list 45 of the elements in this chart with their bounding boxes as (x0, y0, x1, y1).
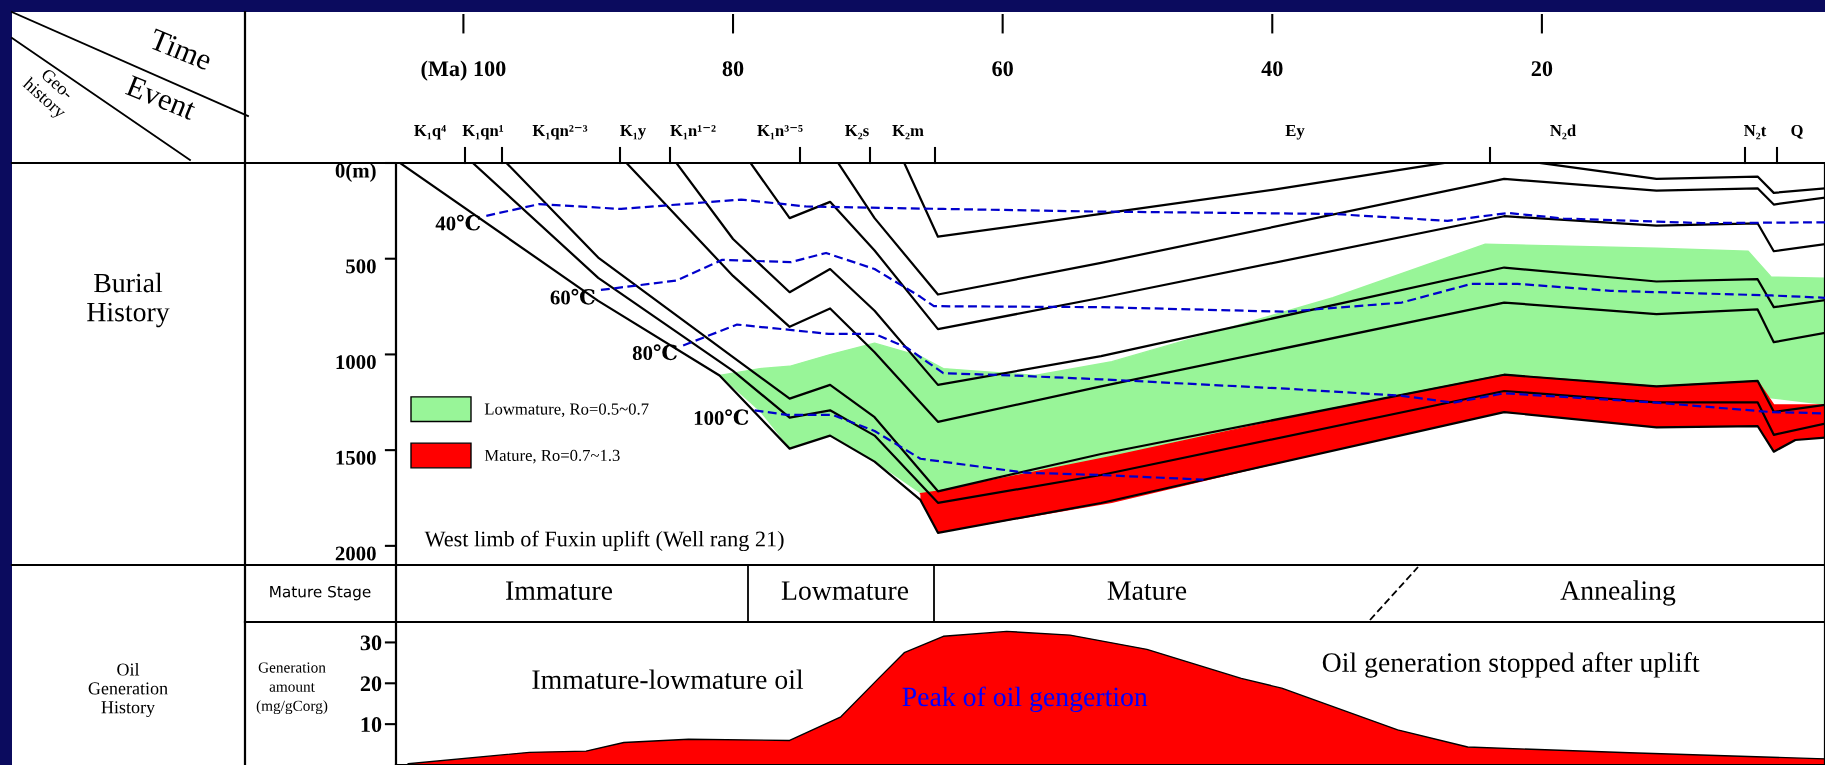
y-tick-label: 500 (346, 259, 376, 274)
y-tick-label: 2000 (335, 546, 376, 561)
annotation: Oil generation stopped after uplift (1322, 652, 1700, 678)
text: K₁n³⁻⁵ (757, 125, 803, 140)
text: K₁qn²⁻³ (532, 125, 588, 140)
x-tick-label: (Ma) 100 (421, 60, 506, 81)
text: K₂m (892, 125, 924, 140)
series-label: 40℃ (435, 214, 481, 231)
text: N₂t (1744, 125, 1767, 140)
text: K₁n¹⁻² (670, 125, 716, 140)
annotation: Immature-lowmature oil (532, 669, 804, 690)
y-tick-label: 10 (361, 717, 382, 733)
y-tick-label: 30 (360, 635, 382, 651)
text: Ey (1285, 125, 1305, 140)
series-label: 100℃ (694, 409, 749, 426)
annotation: Peak of oil gengertion (902, 686, 1148, 712)
text: Mature Stage (270, 585, 371, 601)
x-tick-label: 80 (722, 61, 744, 77)
text: K₂s (845, 125, 869, 140)
y-tick-label: 20 (360, 676, 382, 692)
x-tick-label: 20 (1531, 61, 1553, 77)
y-axis-title: Generation amount (mg/gCorg) (256, 662, 328, 715)
text: Event (124, 75, 198, 121)
y-tick-label: 1000 (336, 355, 376, 370)
series-label: 60℃ (550, 288, 595, 305)
text: Q (1791, 124, 1803, 139)
legend-label: Lowmature, Ro=0.5~0.7 (484, 403, 649, 418)
text: N₂d (1550, 124, 1576, 140)
series-label: 80℃ (632, 344, 677, 361)
y-tick-label: 0(m) (335, 163, 376, 182)
x-tick-label: 60 (992, 61, 1013, 77)
y-axis-title: Burial History (87, 272, 170, 328)
text: Annealing (1560, 580, 1676, 606)
legend-label: Mature, Ro=0.7~1.3 (484, 449, 620, 464)
text: K₁y (620, 125, 646, 140)
text: Oil Generation History (88, 662, 168, 718)
text: Time (148, 28, 214, 71)
text: Mature (1107, 581, 1187, 600)
annotation: West limb of Fuxin uplift (Well rang 21) (424, 530, 784, 552)
text: Immature (506, 581, 613, 600)
x-tick-label: 40 (1261, 61, 1283, 77)
text: K₁qn¹ (462, 125, 504, 140)
text: K₁q⁴ (414, 125, 446, 140)
y-tick-label: 1500 (336, 450, 376, 465)
text: Lowmature (781, 581, 909, 600)
